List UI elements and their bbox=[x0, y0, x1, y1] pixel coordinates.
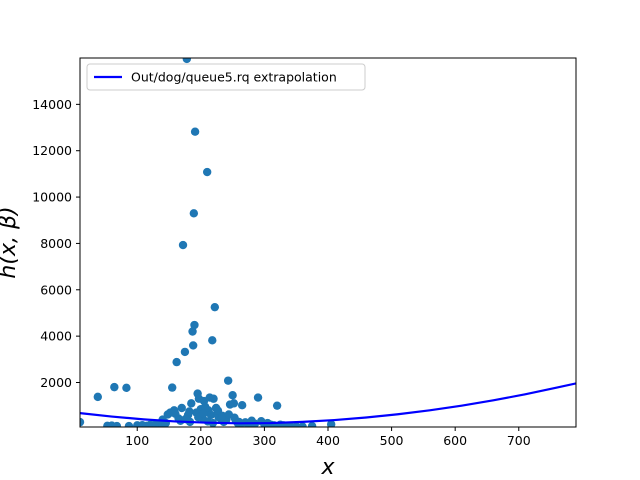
x-tick-label: 200 bbox=[189, 433, 213, 448]
legend-label: Out/dog/queue5.rq extrapolation bbox=[131, 70, 337, 85]
y-tick-label: 12000 bbox=[32, 143, 72, 158]
scatter-point bbox=[110, 382, 119, 392]
x-axis-ticks: 100 200 300 400 500 600 700 bbox=[125, 427, 531, 448]
scatter-point bbox=[199, 409, 208, 418]
y-tick-label: 14000 bbox=[32, 97, 72, 112]
scatter-point bbox=[182, 58, 192, 64]
scatter-point bbox=[190, 127, 200, 136]
plot-marks bbox=[80, 58, 576, 427]
y-tick-label: 10000 bbox=[32, 190, 72, 205]
scatter-point bbox=[188, 341, 198, 350]
scatter-point bbox=[93, 392, 103, 402]
scatter-point bbox=[122, 383, 131, 393]
scatter-point bbox=[112, 421, 122, 427]
scatter-point bbox=[253, 393, 263, 402]
scatter-point bbox=[307, 421, 317, 427]
y-axis-label: h(x, β) bbox=[0, 206, 21, 278]
y-tick-label: 8000 bbox=[40, 236, 72, 251]
x-tick-label: 700 bbox=[507, 433, 531, 448]
scatter-point bbox=[223, 376, 233, 385]
scatter-point bbox=[190, 320, 199, 330]
x-tick-label: 500 bbox=[380, 433, 404, 448]
scatter-point bbox=[172, 357, 181, 367]
scatter-point bbox=[292, 422, 301, 427]
scatter-point bbox=[229, 399, 239, 408]
scatter-point bbox=[209, 394, 218, 403]
scatter-point bbox=[206, 410, 216, 420]
scatter-point bbox=[210, 302, 220, 312]
scatter-point bbox=[237, 401, 247, 410]
legend-box bbox=[86, 63, 366, 91]
x-tick-label: 400 bbox=[316, 433, 340, 448]
legend: Out/dog/queue5.rq extrapolation bbox=[86, 63, 366, 91]
scatter-point bbox=[178, 240, 188, 250]
scatter-point bbox=[298, 422, 307, 427]
scatter-point bbox=[272, 401, 282, 410]
extrapolation-line bbox=[80, 382, 576, 425]
scatter-point bbox=[185, 407, 194, 416]
scatter-point bbox=[208, 336, 217, 345]
x-tick-label: 100 bbox=[125, 433, 149, 448]
x-tick-label: 600 bbox=[443, 433, 467, 448]
scatter-point bbox=[326, 420, 336, 427]
scatter-point bbox=[218, 411, 227, 421]
scatter-point bbox=[124, 421, 134, 427]
scatter-point bbox=[177, 403, 186, 413]
y-axis-ticks: 2000 4000 6000 8000 10000 12000 14000 bbox=[32, 97, 80, 390]
scatter-point bbox=[234, 417, 244, 427]
scatter-point bbox=[171, 409, 180, 418]
plot-frame bbox=[79, 57, 577, 428]
y-tick-label: 6000 bbox=[40, 282, 72, 297]
scatter-point bbox=[228, 391, 237, 400]
scatter-point bbox=[189, 209, 199, 218]
scatter-point bbox=[180, 347, 190, 357]
y-tick-label: 4000 bbox=[40, 329, 72, 344]
scatter-point bbox=[187, 399, 196, 408]
scatter-point bbox=[80, 417, 85, 427]
scatter-point bbox=[188, 327, 197, 336]
scatter-point bbox=[202, 167, 212, 177]
x-axis-label: x bbox=[320, 455, 335, 480]
y-tick-label: 2000 bbox=[40, 375, 72, 390]
x-tick-label: 300 bbox=[252, 433, 276, 448]
scatter-point bbox=[168, 383, 177, 392]
